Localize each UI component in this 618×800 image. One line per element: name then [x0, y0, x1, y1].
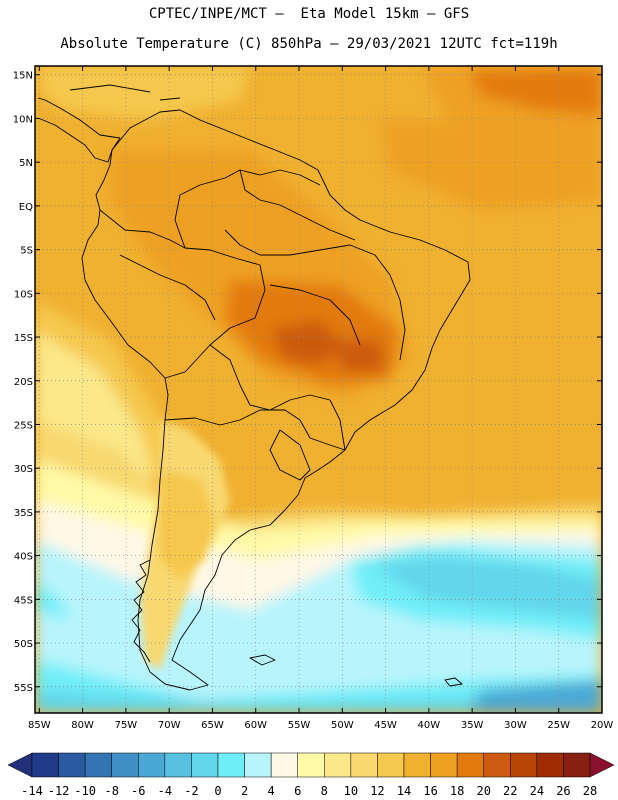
colorbar-label: 6 — [294, 784, 301, 798]
lat-tick-label: 10N — [13, 114, 33, 125]
colorbar-swatch — [483, 752, 511, 778]
lat-tick-label: 40S — [14, 552, 33, 563]
lat-tick-label: 10S — [14, 289, 33, 300]
colorbar-label: -2 — [184, 784, 198, 798]
colorbar-label: 18 — [450, 784, 464, 798]
colorbar-label: 12 — [370, 784, 384, 798]
lon-tick-label: 35W — [461, 720, 484, 731]
lat-tick-label: 35S — [14, 508, 33, 519]
lat-tick-label: 15S — [14, 333, 33, 344]
colorbar-label: 22 — [503, 784, 517, 798]
lat-tick-label: 45S — [14, 595, 33, 606]
latitude-axis: 15N 10N 5N EQ 5S 10S 15S 20S 25S 30S 35S 40S 45S 50S 5… — [13, 71, 602, 694]
colorbar-swatch — [377, 752, 405, 778]
colorbar-swatch — [138, 752, 166, 778]
colorbar-swatch — [164, 752, 192, 778]
longitude-axis: 85W 80W 75W 70W 65W 60W 55W 50W 45W 40W 35W 30W 25W 2… — [28, 66, 613, 731]
colorbar-swatch — [430, 752, 458, 778]
colorbar-swatch — [403, 752, 431, 778]
colorbar — [7, 752, 615, 778]
colorbar-swatch — [217, 752, 245, 778]
title-line-2: Absolute Temperature (C) 850hPa – 29/03/… — [60, 36, 558, 52]
lon-tick-label: 80W — [71, 720, 94, 731]
colorbar-label: 26 — [556, 784, 570, 798]
lon-tick-label: 30W — [504, 720, 527, 731]
colorbar-swatch — [58, 752, 86, 778]
colorbar-swatch — [456, 752, 484, 778]
lat-tick-label: 55S — [14, 683, 33, 694]
lat-tick-label: 50S — [14, 639, 33, 650]
lon-tick-label: 85W — [28, 720, 51, 731]
colorbar-swatch — [270, 752, 298, 778]
colorbar-label: 10 — [344, 784, 358, 798]
colorbar-label: -14 — [21, 784, 43, 798]
lon-tick-label: 20W — [591, 720, 614, 731]
colorbar-swatch — [563, 752, 591, 778]
lon-tick-label: 75W — [115, 720, 138, 731]
lon-tick-label: 50W — [331, 720, 354, 731]
colorbar-label: -8 — [104, 784, 118, 798]
temperature-field — [35, 66, 602, 713]
lon-tick-label: 65W — [201, 720, 224, 731]
colorbar-label: 2 — [241, 784, 248, 798]
lon-tick-label: 55W — [288, 720, 311, 731]
colorbar-label: -4 — [158, 784, 172, 798]
lat-tick-label: 15N — [13, 71, 33, 82]
lon-tick-label: 45W — [374, 720, 397, 731]
colorbar-swatch — [84, 752, 112, 778]
colorbar-label: 24 — [530, 784, 544, 798]
colorbar-swatch — [31, 752, 59, 778]
colorbar-labels: -14 -12 -10 -8 -6 -4 -2 0 2 4 6 8 10 12 14 16 18 20 22 24 26… — [21, 784, 597, 798]
colorbar-label: 8 — [321, 784, 328, 798]
colorbar-label: -10 — [74, 784, 96, 798]
colorbar-swatch — [350, 752, 378, 778]
colorbar-label: 4 — [268, 784, 275, 798]
colorbar-swatch — [111, 752, 139, 778]
colorbar-label: 0 — [214, 784, 221, 798]
lat-tick-label: EQ — [19, 202, 33, 213]
colorbar-under-arrow — [7, 752, 33, 778]
colorbar-swatch — [297, 752, 325, 778]
lon-tick-label: 70W — [158, 720, 181, 731]
colorbar-label: -6 — [131, 784, 145, 798]
colorbar-over-arrow — [589, 752, 615, 778]
lat-tick-label: 30S — [14, 464, 33, 475]
title-line-1: CPTEC/INPE/MCT – Eta Model 15km – GFS — [148, 6, 470, 22]
colorbar-label: 20 — [476, 784, 490, 798]
lat-tick-label: 25S — [14, 420, 33, 431]
map-frame — [34, 65, 603, 714]
colorbar-swatch — [510, 752, 538, 778]
lat-tick-label: 5S — [20, 246, 33, 257]
colorbar-label: 16 — [423, 784, 437, 798]
lon-tick-label: 40W — [418, 720, 441, 731]
colorbar-label: 28 — [583, 784, 597, 798]
colorbar-label: -12 — [48, 784, 70, 798]
lon-tick-label: 60W — [244, 720, 267, 731]
lat-tick-label: 5N — [19, 158, 33, 169]
lon-tick-label: 25W — [547, 720, 570, 731]
lat-tick-label: 20S — [14, 377, 33, 388]
colorbar-swatch — [324, 752, 352, 778]
colorbar-swatch — [536, 752, 564, 778]
colorbar-swatch — [244, 752, 272, 778]
colorbar-label: 14 — [397, 784, 411, 798]
colorbar-swatch — [191, 752, 219, 778]
